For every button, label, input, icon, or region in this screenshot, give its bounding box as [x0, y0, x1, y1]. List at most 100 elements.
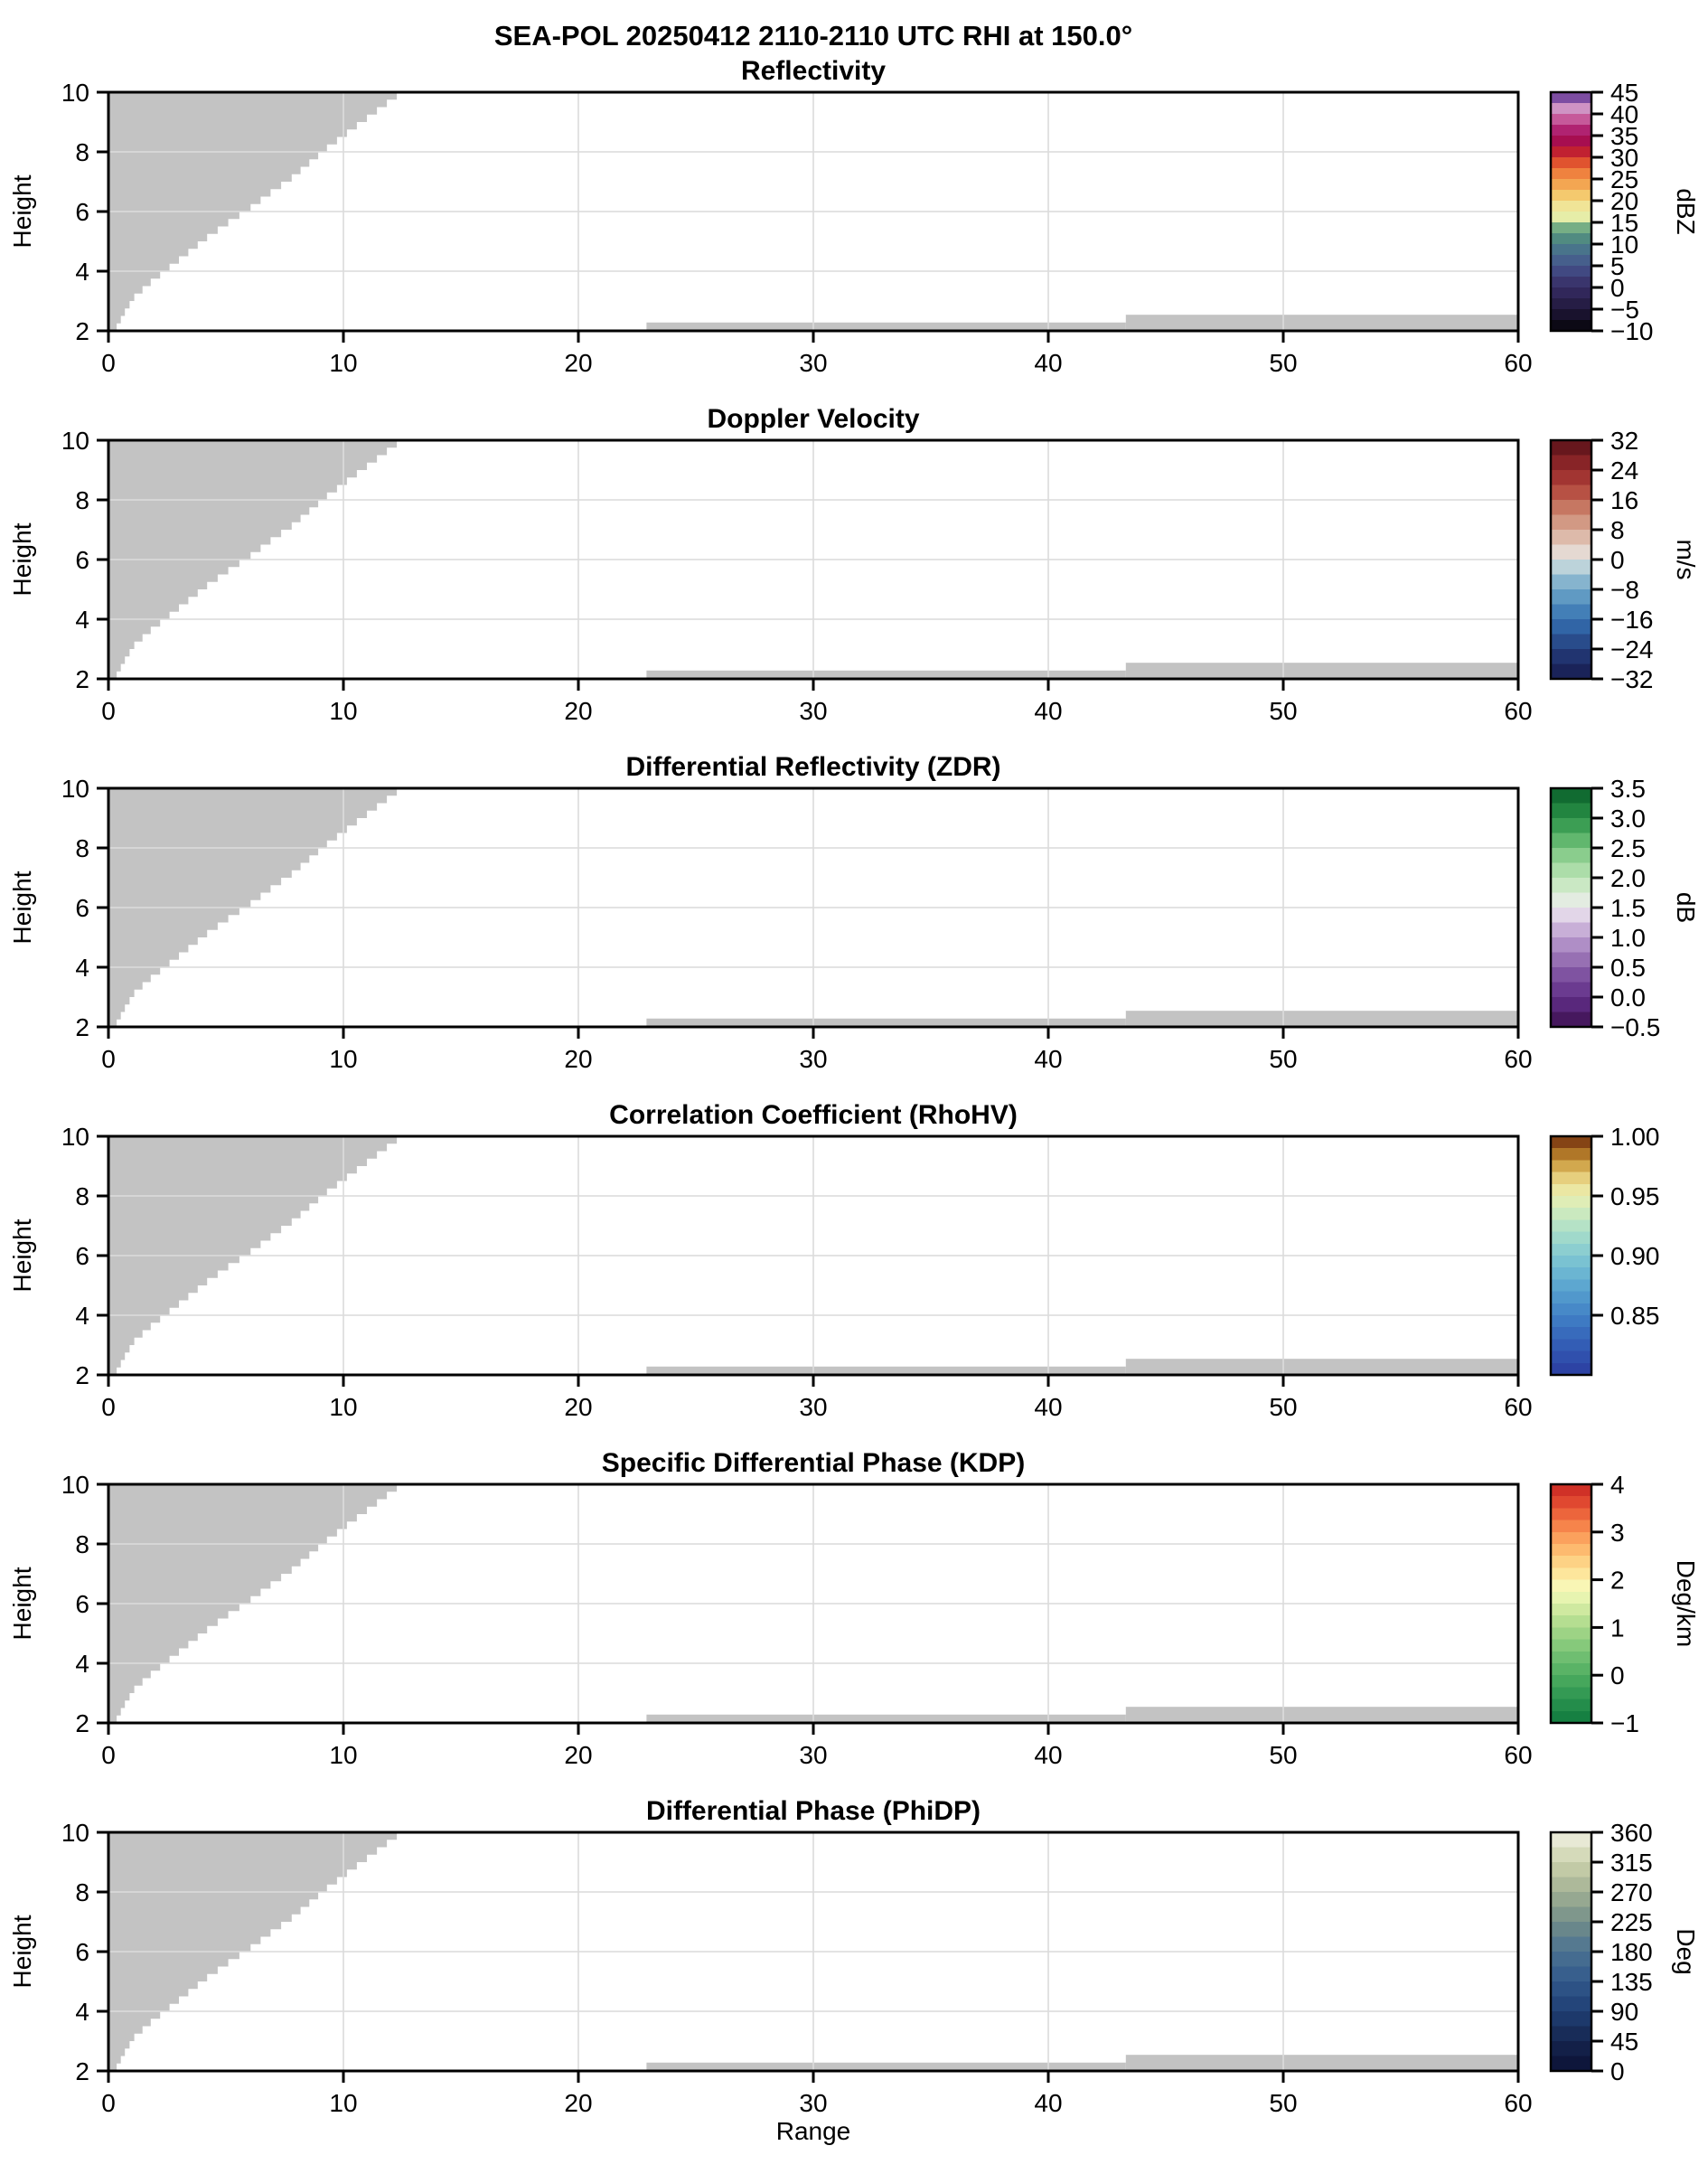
- colorbar-tick-label: 0.90: [1610, 1242, 1660, 1270]
- colorbar: [1549, 1134, 1593, 1377]
- x-tick-label: 50: [1269, 1393, 1297, 1421]
- panel-1: 0 10 20 30 40 50 60246810HeightReflectivity454…: [8, 56, 1700, 377]
- colorbar-tick-label: 0: [1610, 274, 1625, 302]
- panel-title: Correlation Coefficient (RhoHV): [609, 1100, 1018, 1130]
- x-tick-label: 30: [799, 1045, 827, 1073]
- colorbar-tick-label: 270: [1610, 1878, 1653, 1906]
- y-tick-label: 2: [75, 665, 89, 693]
- colorbar-tick-label: 1.00: [1610, 1123, 1660, 1151]
- y-tick-label: 6: [75, 894, 89, 922]
- x-tick-label: 50: [1269, 1741, 1297, 1769]
- y-tick-label: 4: [75, 1998, 89, 2026]
- colorbar-tick-label: 45: [1610, 2028, 1638, 2056]
- figure-suptitle: SEA-POL 20250412 2110-2110 UTC RHI at 15…: [494, 20, 1132, 52]
- colorbar-tick-label: 32: [1610, 427, 1638, 455]
- x-tick-label: 50: [1269, 1045, 1297, 1073]
- panel-title: Specific Differential Phase (KDP): [602, 1448, 1025, 1478]
- y-tick-label: 10: [61, 1471, 89, 1499]
- y-tick-label: 10: [61, 775, 89, 803]
- y-tick-label: 2: [75, 1709, 89, 1737]
- colorbar-tick-label: 225: [1610, 1908, 1653, 1936]
- y-axis-label: Height: [8, 1219, 36, 1292]
- panel-title: Differential Reflectivity (ZDR): [625, 752, 1000, 782]
- y-tick-label: 6: [75, 198, 89, 226]
- x-tick-label: 40: [1034, 1045, 1062, 1073]
- colorbar-tick-label: −32: [1610, 665, 1654, 693]
- y-tick-label: 2: [75, 1013, 89, 1041]
- x-tick-label: 60: [1504, 697, 1532, 725]
- x-tick-label: 30: [799, 1393, 827, 1421]
- y-tick-label: 10: [61, 1123, 89, 1151]
- colorbar-tick-label: 2.0: [1610, 864, 1646, 892]
- colorbar-tick-label: 360: [1610, 1819, 1653, 1847]
- mask-strip: [1125, 2055, 1518, 2071]
- colorbar-tick-label: 315: [1610, 1849, 1653, 1877]
- x-tick-label: 10: [329, 697, 357, 725]
- x-tick-label: 60: [1504, 1045, 1532, 1073]
- x-tick-label: 60: [1504, 2089, 1532, 2117]
- x-tick-label: 40: [1034, 1393, 1062, 1421]
- y-axis-label: Height: [8, 1915, 36, 1988]
- colorbar-tick-label: 0.95: [1610, 1182, 1660, 1210]
- x-tick-label: 50: [1269, 349, 1297, 377]
- colorbar: [1549, 1830, 1593, 2073]
- colorbar-tick-label: 24: [1610, 456, 1638, 485]
- x-tick-label: 10: [329, 1393, 357, 1421]
- x-tick-label: 60: [1504, 1741, 1532, 1769]
- x-tick-label: 20: [564, 697, 592, 725]
- colorbar-tick-label: 40: [1610, 100, 1638, 128]
- mask-strip: [1125, 315, 1518, 331]
- colorbar-tick-label: −1: [1610, 1709, 1639, 1737]
- x-tick-label: 10: [329, 349, 357, 377]
- x-tick-label: 20: [564, 2089, 592, 2117]
- x-tick-label: 0: [101, 349, 116, 377]
- y-tick-label: 6: [75, 1938, 89, 1966]
- colorbar-tick-label: 15: [1610, 209, 1638, 237]
- x-tick-label: 10: [329, 1741, 357, 1769]
- y-tick-label: 6: [75, 1590, 89, 1618]
- colorbar-tick-label: 3.0: [1610, 805, 1646, 833]
- colorbar-tick-label: 3: [1610, 1519, 1625, 1547]
- colorbar-unit-label: dB: [1672, 892, 1700, 923]
- colorbar-tick-label: 3.5: [1610, 775, 1646, 803]
- panel-4: 0 10 20 30 40 50 60 2 4 6 8 10 Height Correlation Coe…: [8, 1100, 1660, 1421]
- colorbar-tick-label: 10: [1610, 231, 1638, 259]
- colorbar-tick-label: 2.5: [1610, 834, 1646, 862]
- mask-strip: [646, 670, 1126, 679]
- x-axis-label: Range: [776, 2117, 851, 2145]
- y-tick-label: 6: [75, 1242, 89, 1270]
- y-tick-label: 10: [61, 427, 89, 455]
- x-tick-label: 30: [799, 697, 827, 725]
- y-tick-label: 4: [75, 954, 89, 982]
- colorbar-tick-label: 25: [1610, 165, 1638, 193]
- x-tick-label: 40: [1034, 1741, 1062, 1769]
- panel-title: Reflectivity: [741, 56, 886, 86]
- panel-6: 0 10 20 30 40 50 60 2 4 6 8 10 Height Differential Ph…: [8, 1796, 1700, 2145]
- colorbar-tick-label: 30: [1610, 144, 1638, 172]
- x-tick-label: 20: [564, 349, 592, 377]
- colorbar: [1549, 786, 1593, 1029]
- x-tick-label: 40: [1034, 2089, 1062, 2117]
- y-tick-label: 6: [75, 546, 89, 574]
- y-tick-label: 8: [75, 1182, 89, 1210]
- mask-strip: [646, 322, 1126, 331]
- x-tick-label: 40: [1034, 697, 1062, 725]
- mask-strip: [1125, 1359, 1518, 1375]
- x-tick-label: 20: [564, 1741, 592, 1769]
- colorbar-tick-label: 8: [1610, 516, 1625, 544]
- colorbar-tick-label: 0.0: [1610, 983, 1646, 1012]
- colorbar-tick-label: 5: [1610, 252, 1625, 280]
- mask-strip: [646, 2062, 1126, 2071]
- x-tick-label: 40: [1034, 349, 1062, 377]
- x-tick-label: 60: [1504, 1393, 1532, 1421]
- colorbar-tick-label: 2: [1610, 1567, 1625, 1595]
- mask-strip: [646, 1366, 1126, 1375]
- mask-strip: [1125, 1011, 1518, 1027]
- x-tick-label: 10: [329, 2089, 357, 2117]
- colorbar-tick-label: 0: [1610, 1661, 1625, 1689]
- x-tick-label: 50: [1269, 2089, 1297, 2117]
- colorbar: [1549, 90, 1593, 333]
- colorbar-tick-label: −5: [1610, 296, 1639, 324]
- y-axis-label: Height: [8, 174, 36, 248]
